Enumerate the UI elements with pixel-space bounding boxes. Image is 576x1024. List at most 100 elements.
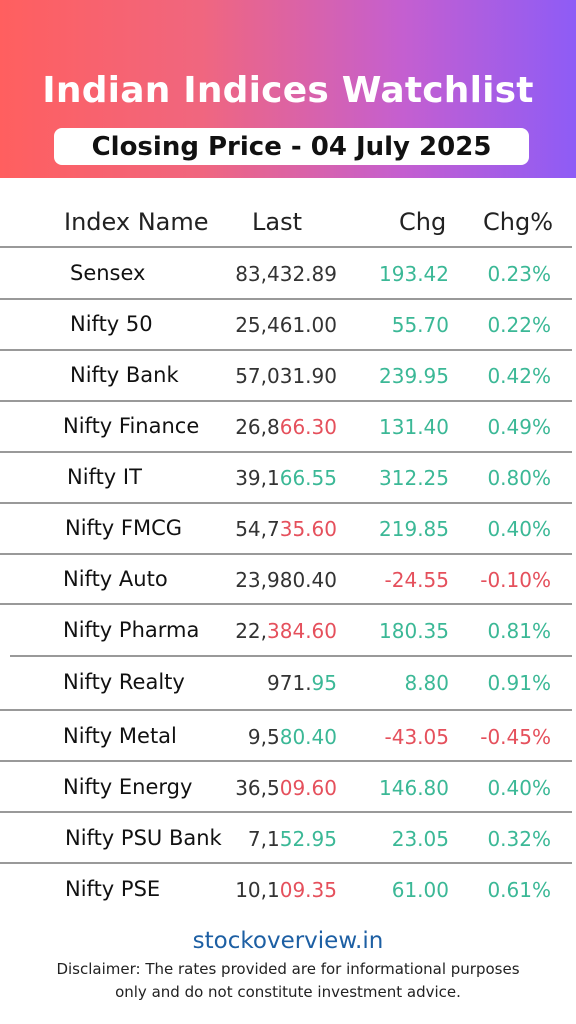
last-price: 9,580.40 xyxy=(248,725,337,749)
last-price-suffix: 95 xyxy=(311,671,337,695)
last-price-prefix: 39,1 xyxy=(235,466,280,490)
index-name: Nifty IT xyxy=(67,465,142,489)
change-percent: 0.23% xyxy=(487,262,551,286)
column-header-last: Last xyxy=(252,208,302,236)
last-price-prefix: 83,432.89 xyxy=(235,262,337,286)
last-price: 10,109.35 xyxy=(235,878,337,902)
change-percent: 0.61% xyxy=(487,878,551,902)
change-value: 131.40 xyxy=(379,415,449,439)
table-row: Nifty PSU Bank 7,152.95 23.05 0.32% xyxy=(0,813,576,863)
last-price: 971.95 xyxy=(267,671,337,695)
table-row: Nifty Realty 971.95 8.80 0.91% xyxy=(0,657,576,707)
row-divider xyxy=(0,451,572,453)
change-value: 23.05 xyxy=(391,827,449,851)
last-price-suffix: 80.40 xyxy=(279,725,337,749)
last-price: 22,384.60 xyxy=(235,619,337,643)
last-price: 39,166.55 xyxy=(235,466,337,490)
last-price-suffix: 09.35 xyxy=(279,878,337,902)
last-price: 83,432.89 xyxy=(235,262,337,286)
last-price-prefix: 36,5 xyxy=(235,776,280,800)
index-name: Nifty Finance xyxy=(63,414,200,438)
change-value: 193.42 xyxy=(379,262,449,286)
last-price: 36,509.60 xyxy=(235,776,337,800)
last-price: 26,866.30 xyxy=(235,415,337,439)
change-percent: -0.10% xyxy=(480,568,551,592)
change-percent: 0.22% xyxy=(487,313,551,337)
change-percent: 0.80% xyxy=(487,466,551,490)
table-row: Nifty IT 39,166.55 312.25 0.80% xyxy=(0,452,576,502)
change-percent: 0.81% xyxy=(487,619,551,643)
last-price-suffix: 52.95 xyxy=(279,827,337,851)
date-banner: Closing Price - 04 July 2025 xyxy=(54,128,529,165)
index-name: Nifty FMCG xyxy=(65,516,183,540)
change-value: 55.70 xyxy=(391,313,449,337)
website-link[interactable]: stockoverview.in xyxy=(192,928,384,954)
change-value: -24.55 xyxy=(384,568,449,592)
index-name: Nifty Energy xyxy=(63,775,193,799)
index-name: Nifty PSE xyxy=(65,877,161,901)
row-divider xyxy=(0,502,572,504)
column-header-chg: Chg xyxy=(399,208,447,236)
index-name: Nifty PSU Bank xyxy=(65,826,222,850)
last-price-prefix: 54,7 xyxy=(235,517,280,541)
change-value: 239.95 xyxy=(379,364,449,388)
table-row: Nifty Bank 57,031.90 239.95 0.42% xyxy=(0,350,576,400)
last-price-prefix: 57,031.90 xyxy=(235,364,337,388)
change-percent: 0.40% xyxy=(487,776,551,800)
row-divider xyxy=(0,862,572,864)
change-percent: -0.45% xyxy=(480,725,551,749)
table-row: Nifty Pharma 22,384.60 180.35 0.81% xyxy=(0,605,576,655)
change-value: 146.80 xyxy=(379,776,449,800)
last-price-prefix: 25,461.00 xyxy=(235,313,337,337)
last-price-prefix: 23,980.40 xyxy=(235,568,337,592)
column-header-index-name: Index Name xyxy=(64,208,209,236)
change-value: 180.35 xyxy=(379,619,449,643)
row-divider xyxy=(0,811,572,813)
last-price-suffix: 66.55 xyxy=(279,466,337,490)
change-value: 61.00 xyxy=(391,878,449,902)
change-value: 219.85 xyxy=(379,517,449,541)
row-divider xyxy=(0,298,572,300)
table-row: Nifty PSE 10,109.35 61.00 0.61% xyxy=(0,864,576,914)
table-row: Sensex 83,432.89 193.42 0.23% xyxy=(0,248,576,298)
change-percent: 0.49% xyxy=(487,415,551,439)
last-price: 57,031.90 xyxy=(235,364,337,388)
index-name: Nifty Pharma xyxy=(63,618,200,642)
header-divider xyxy=(0,246,572,248)
index-name: Sensex xyxy=(70,261,146,285)
table-row: Nifty FMCG 54,735.60 219.85 0.40% xyxy=(0,503,576,553)
last-price-suffix: 35.60 xyxy=(279,517,337,541)
change-value: -43.05 xyxy=(384,725,449,749)
row-divider xyxy=(0,349,572,351)
table-row: Nifty Energy 36,509.60 146.80 0.40% xyxy=(0,762,576,812)
row-divider xyxy=(0,603,572,605)
page-title: Indian Indices Watchlist xyxy=(42,70,534,111)
row-divider xyxy=(0,760,572,762)
last-price: 23,980.40 xyxy=(235,568,337,592)
row-divider xyxy=(0,553,572,555)
last-price-prefix: 10,1 xyxy=(235,878,280,902)
table-row: Nifty Metal 9,580.40 -43.05 -0.45% xyxy=(0,711,576,761)
last-price-prefix: 26,8 xyxy=(235,415,280,439)
last-price-prefix: 971. xyxy=(267,671,312,695)
table-row: Nifty Auto 23,980.40 -24.55 -0.10% xyxy=(0,554,576,604)
row-divider xyxy=(0,709,572,711)
row-divider xyxy=(0,400,572,402)
change-percent: 0.40% xyxy=(487,517,551,541)
last-price: 25,461.00 xyxy=(235,313,337,337)
last-price-suffix: 66.30 xyxy=(279,415,337,439)
header-banner: Indian Indices Watchlist Closing Price -… xyxy=(0,0,576,178)
column-header-chg-pct: Chg% xyxy=(483,208,554,236)
last-price-suffix: 384.60 xyxy=(267,619,337,643)
index-name: Nifty 50 xyxy=(70,312,153,336)
last-price-suffix: 09.60 xyxy=(279,776,337,800)
closing-date-label: Closing Price - 04 July 2025 xyxy=(91,131,492,162)
index-name: Nifty Metal xyxy=(63,724,177,748)
table-row: Nifty Finance 26,866.30 131.40 0.49% xyxy=(0,401,576,451)
index-name: Nifty Realty xyxy=(63,670,185,694)
change-value: 8.80 xyxy=(404,671,449,695)
last-price-prefix: 9,5 xyxy=(247,725,280,749)
change-percent: 0.91% xyxy=(487,671,551,695)
last-price-prefix: 22, xyxy=(235,619,268,643)
last-price: 7,152.95 xyxy=(248,827,337,851)
